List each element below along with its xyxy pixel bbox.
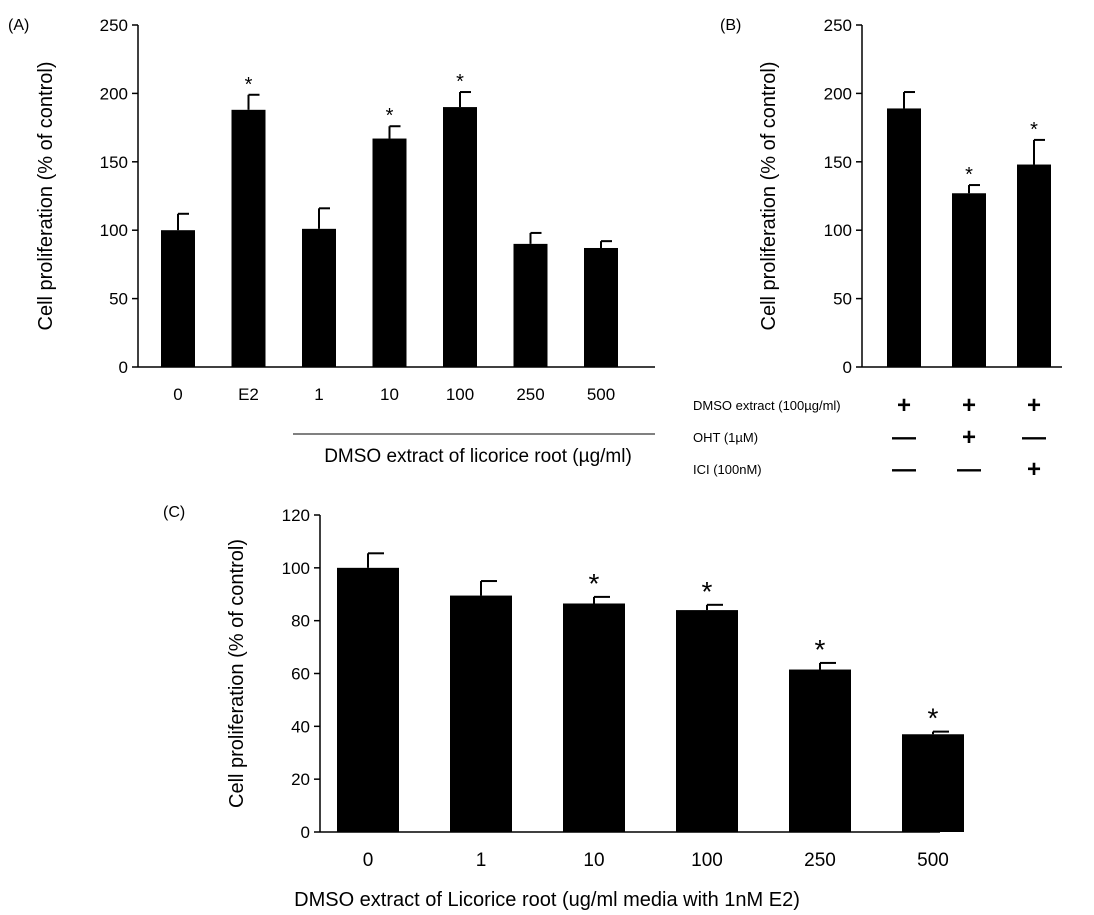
treatment-row-label: OHT (1µM) [693, 430, 758, 445]
bar [1017, 164, 1051, 367]
y-tick-label: 40 [291, 717, 310, 736]
bar [676, 610, 738, 832]
bar [302, 228, 336, 367]
treatment-sign: — [1022, 424, 1046, 451]
bar [450, 595, 512, 832]
x-tick-label: 500 [917, 850, 949, 871]
panel-label: (B) [720, 17, 741, 34]
x-tick-label: 250 [516, 385, 544, 404]
x-tick-label: 0 [173, 385, 182, 404]
y-tick-label: 50 [833, 290, 852, 309]
treatment-sign: — [892, 456, 916, 483]
x-tick-label: 1 [314, 385, 323, 404]
panel-label: (A) [8, 17, 29, 34]
x-tick-label: 10 [583, 850, 604, 871]
y-tick-label: 80 [291, 612, 310, 631]
panel-b: (B) 0 50 100 150 200 250 Cell proliferation (% … [693, 16, 1062, 483]
y-tick-label: 150 [100, 153, 128, 172]
treatment-sign: + [962, 424, 976, 451]
x-tick-label: 500 [587, 385, 615, 404]
treatment-sign: — [892, 424, 916, 451]
y-tick-label: 100 [282, 559, 310, 578]
bar [337, 567, 399, 832]
treatment-row-label: ICI (100nM) [693, 462, 762, 477]
y-axis-title: Cell proliferation (% of control) [35, 62, 57, 331]
x-tick-label: 1 [476, 850, 487, 871]
x-axis-title: DMSO extract of licorice root (µg/ml) [324, 446, 632, 467]
y-tick-label: 0 [843, 358, 852, 377]
bar [952, 193, 986, 367]
y-tick-label: 200 [100, 84, 128, 103]
bar [443, 107, 477, 367]
y-tick-label: 20 [291, 770, 310, 789]
y-tick-label: 250 [100, 16, 128, 35]
y-tick-label: 250 [824, 16, 852, 35]
panel-label: (C) [163, 504, 185, 521]
y-tick-label: 60 [291, 665, 310, 684]
significance-star: * [965, 164, 973, 186]
bar [887, 108, 921, 367]
significance-star: * [928, 703, 939, 734]
bar [902, 734, 964, 832]
y-tick-label: 50 [109, 290, 128, 309]
x-tick-label: 100 [691, 850, 723, 871]
y-tick-label: 120 [282, 506, 310, 525]
treatment-sign: + [897, 392, 911, 419]
significance-star: * [386, 105, 394, 127]
treatment-row-label: DMSO extract (100µg/ml) [693, 398, 841, 413]
x-axis-title: DMSO extract of Licorice root (ug/ml med… [294, 889, 800, 911]
significance-star: * [815, 634, 826, 665]
y-tick-label: 150 [824, 153, 852, 172]
treatment-sign: + [962, 392, 976, 419]
x-tick-label: 100 [446, 385, 474, 404]
bar [563, 603, 625, 832]
y-axis-title: Cell proliferation (% of control) [226, 539, 248, 808]
bar [513, 243, 548, 367]
x-tick-label: E2 [238, 385, 259, 404]
significance-star: * [702, 576, 713, 607]
bar [584, 247, 618, 367]
y-axis-title: Cell proliferation (% of control) [758, 62, 780, 331]
y-tick-label: 200 [824, 84, 852, 103]
x-tick-label: 10 [380, 385, 399, 404]
treatment-sign: + [1027, 456, 1041, 483]
y-tick-label: 0 [119, 358, 128, 377]
significance-star: * [589, 568, 600, 599]
bar [161, 230, 195, 367]
bar [372, 138, 407, 367]
bar [789, 669, 851, 832]
x-tick-label: 0 [363, 850, 374, 871]
y-tick-label: 100 [824, 221, 852, 240]
bar [231, 109, 266, 367]
treatment-sign: + [1027, 392, 1041, 419]
y-tick-label: 0 [301, 823, 310, 842]
y-tick-label: 100 [100, 221, 128, 240]
x-tick-label: 250 [804, 850, 836, 871]
significance-star: * [1030, 119, 1038, 141]
treatment-sign: — [957, 456, 981, 483]
significance-star: * [456, 71, 464, 93]
significance-star: * [245, 74, 253, 96]
